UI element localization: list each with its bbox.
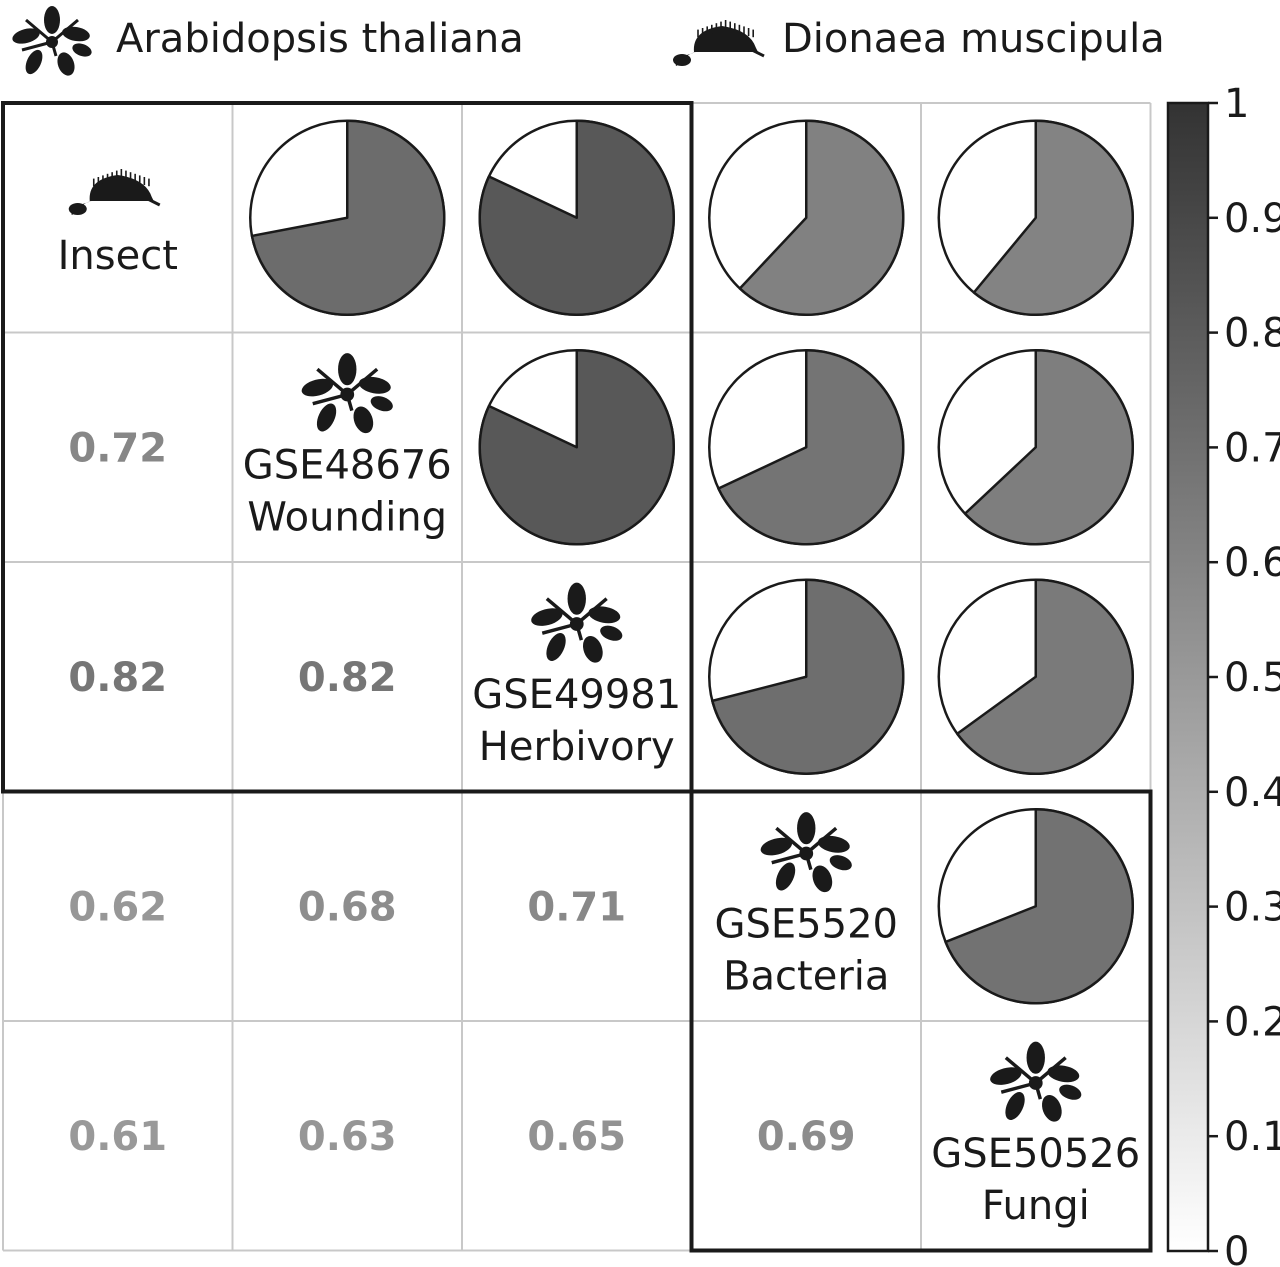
colorbar-tick-label: 0.8 <box>1224 311 1280 357</box>
correlation-value: 0.62 <box>68 884 167 930</box>
colorbar-tick-label: 0.2 <box>1224 999 1280 1045</box>
legend-item-arabidopsis: Arabidopsis thaliana <box>12 6 524 76</box>
correlation-value: 0.72 <box>68 425 167 471</box>
group-border <box>689 789 1153 1253</box>
dataset-label: GSE48676 <box>243 443 452 489</box>
colorbar-tick-label: 0.9 <box>1224 196 1280 242</box>
matrix-cells: InsectGSE48676WoundingGSE49981HerbivoryG… <box>58 119 1140 1229</box>
dataset-label: GSE5520 <box>715 902 898 948</box>
diagonal-cell: Insect <box>58 169 178 279</box>
pie-mark <box>937 349 1134 546</box>
correlation-value: 0.71 <box>527 884 626 930</box>
pie-mark <box>478 119 675 316</box>
colorbar-tick-label: 0.7 <box>1224 425 1280 471</box>
pie-mark <box>478 349 675 546</box>
pie-mark <box>937 808 1134 1005</box>
pie-mark <box>708 578 905 775</box>
dataset-label: Wounding <box>247 495 447 541</box>
pie-mark <box>937 119 1134 316</box>
arabidopsis-icon <box>760 812 852 893</box>
arabidopsis-icon <box>990 1041 1082 1122</box>
colorbar-ticks: 0 0.1 0.2 0.3 0.4 0.5 0.6 0.7 0.8 0.9 1 <box>1208 81 1280 1267</box>
dataset-label: Bacteria <box>723 954 889 1000</box>
group-borders <box>1 101 1153 1253</box>
colorbar: 0 0.1 0.2 0.3 0.4 0.5 0.6 0.7 0.8 0.9 1 <box>1166 81 1280 1267</box>
correlation-value: 0.69 <box>757 1114 856 1160</box>
correlation-value: 0.82 <box>68 655 167 701</box>
legend-item-dionaea: Dionaea muscipula <box>673 16 1165 66</box>
pie-mark <box>937 578 1134 775</box>
legend-label-dionaea: Dionaea muscipula <box>782 16 1165 62</box>
colorbar-tick-label: 0.1 <box>1224 1114 1280 1160</box>
correlation-value: 0.63 <box>298 1114 397 1160</box>
colorbar-tick-label: 0 <box>1224 1229 1249 1267</box>
colorbar-tick-label: 0.6 <box>1224 540 1280 586</box>
arabidopsis-icon <box>301 353 393 434</box>
correlation-value: 0.68 <box>298 884 397 930</box>
group-border <box>1 101 694 794</box>
dataset-label: Herbivory <box>479 724 675 770</box>
flytrap-icon <box>673 20 765 66</box>
arabidopsis-icon <box>531 582 623 663</box>
diagonal-cell: GSE48676 Wounding <box>243 353 452 541</box>
dataset-label: Insect <box>58 233 178 279</box>
colorbar-tick-label: 0.4 <box>1224 770 1280 816</box>
legend: Arabidopsis thaliana Dionaea muscipula <box>12 6 1165 76</box>
correlation-value: 0.82 <box>298 655 397 701</box>
correlation-value: 0.61 <box>68 1114 167 1160</box>
dataset-label: GSE50526 <box>931 1131 1140 1177</box>
flytrap-icon <box>68 169 161 215</box>
dataset-label: Fungi <box>982 1183 1090 1229</box>
colorbar-tick-label: 1 <box>1224 81 1249 127</box>
diagonal-cell: GSE50526 Fungi <box>931 1041 1140 1229</box>
colorbar-gradient <box>1166 101 1210 1253</box>
correlation-value: 0.65 <box>527 1114 626 1160</box>
pie-mark <box>708 119 905 316</box>
diagonal-cell: GSE49981 Herbivory <box>472 582 681 770</box>
colorbar-tick-label: 0.3 <box>1224 885 1280 931</box>
colorbar-tick-label: 0.5 <box>1224 655 1280 701</box>
diagonal-cell: GSE5520 Bacteria <box>715 812 898 1000</box>
legend-label-arabidopsis: Arabidopsis thaliana <box>116 16 524 62</box>
arabidopsis-icon <box>12 6 92 76</box>
pie-mark <box>708 349 905 546</box>
dataset-label: GSE49981 <box>472 672 681 718</box>
pie-mark <box>249 119 446 316</box>
